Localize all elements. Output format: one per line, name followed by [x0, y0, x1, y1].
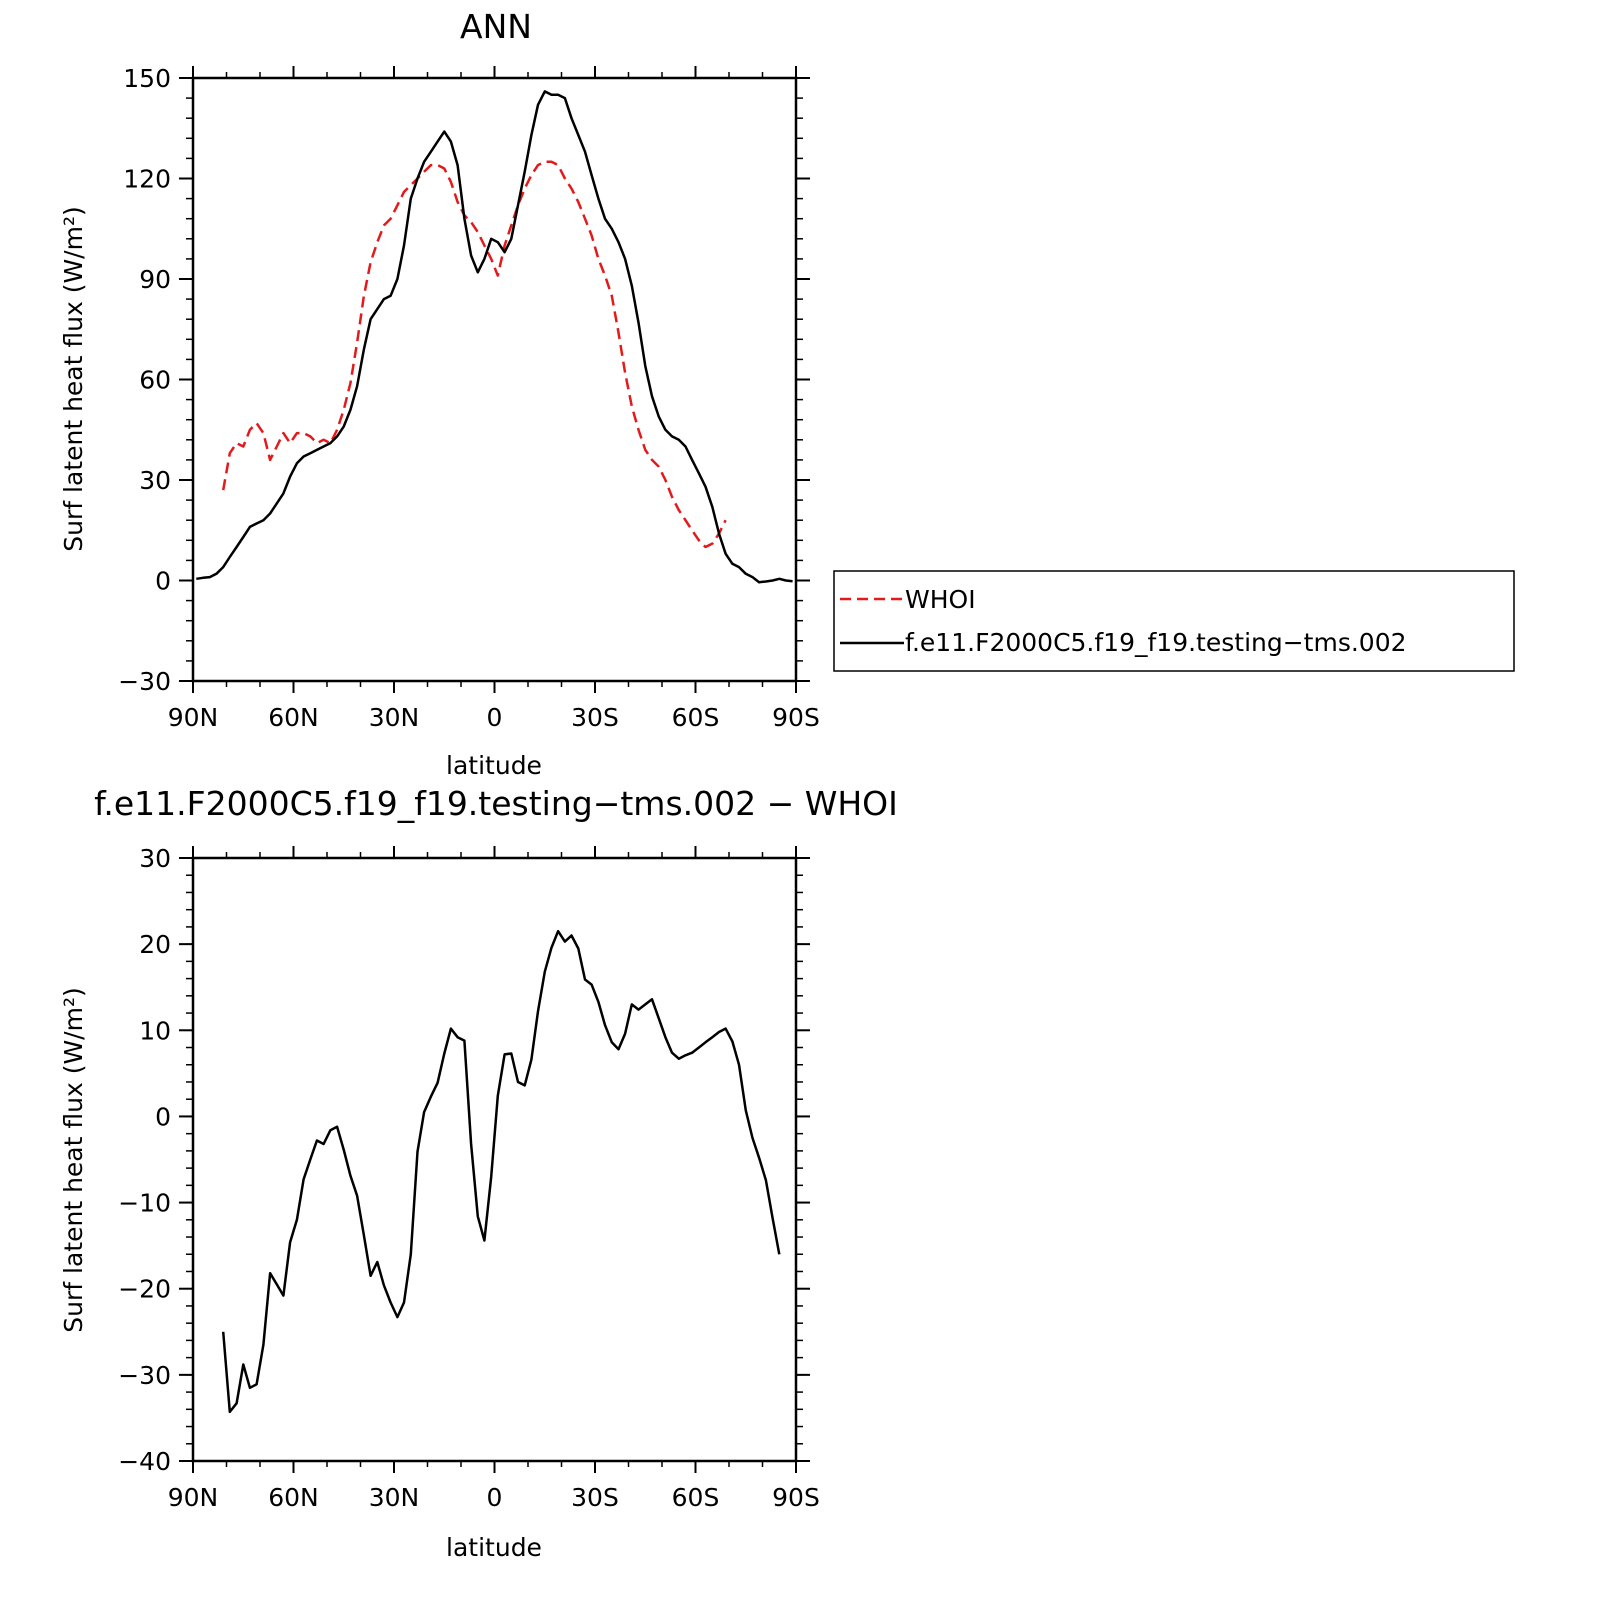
top-x-tick-label: 30S [571, 703, 619, 732]
top-y-tick-label: 60 [139, 366, 171, 395]
top-y-tick-label: 90 [139, 265, 171, 294]
top-series-line-whoi [221, 160, 727, 549]
top-plot-frame [191, 76, 798, 683]
bottom-x-tick-label: 30S [571, 1483, 619, 1512]
top-y-axis-label: Surf latent heat flux (W/m²) [59, 206, 88, 551]
bottom-y-tick-label: 0 [155, 1102, 171, 1131]
top-y-tick-label: 120 [123, 165, 171, 194]
top-x-tick-label: 90S [772, 703, 820, 732]
bottom-y-tick-label: 20 [139, 930, 171, 959]
bottom-x-tick-label: 0 [487, 1483, 503, 1512]
top-x-tick-label: 30N [369, 703, 420, 732]
top-x-axis-label: latitude [446, 751, 542, 780]
bottom-x-tick-label: 90S [772, 1483, 820, 1512]
legend-box [833, 570, 1515, 672]
bottom-y-tick-label: −10 [118, 1189, 171, 1218]
top-y-tick-label: 150 [123, 64, 171, 93]
top-x-tick-label: 0 [487, 703, 503, 732]
bottom-x-tick-label: 60N [268, 1483, 319, 1512]
bottom-series-line-difference [221, 929, 781, 1414]
bottom-y-axis-label: Surf latent heat flux (W/m²) [59, 987, 88, 1332]
top-x-tick-label: 60S [672, 703, 720, 732]
bottom-y-tick-label: −30 [118, 1361, 171, 1390]
legend-label-whoi: WHOI [905, 585, 976, 614]
bottom-x-tick-label: 90N [168, 1483, 219, 1512]
top-chart-title: ANN [460, 7, 532, 46]
bottom-y-tick-label: 10 [139, 1016, 171, 1045]
bottom-y-tick-label: −20 [118, 1275, 171, 1304]
legend-label-model: f.e11.F2000C5.f19_f19.testing−tms.002 [905, 628, 1407, 657]
bottom-x-tick-label: 60S [672, 1483, 720, 1512]
top-y-tick-label: 0 [155, 567, 171, 596]
bottom-chart-title: f.e11.F2000C5.f19_f19.testing−tms.002 − … [94, 784, 898, 823]
bottom-plot-frame [191, 856, 798, 1463]
bottom-panel: f.e11.F2000C5.f19_f19.testing−tms.002 − … [59, 784, 898, 1562]
top-y-tick-label: −30 [118, 667, 171, 696]
top-x-tick-label: 60N [268, 703, 319, 732]
bottom-y-tick-label: 30 [139, 844, 171, 873]
top-series-line-model [196, 90, 793, 584]
bottom-x-tick-label: 30N [369, 1483, 420, 1512]
top-y-tick-label: 30 [139, 466, 171, 495]
legend: WHOI f.e11.F2000C5.f19_f19.testing−tms.0… [833, 570, 1515, 672]
bottom-y-tick-label: −40 [118, 1447, 171, 1476]
bottom-x-axis-label: latitude [446, 1533, 542, 1562]
top-x-tick-label: 90N [168, 703, 219, 732]
